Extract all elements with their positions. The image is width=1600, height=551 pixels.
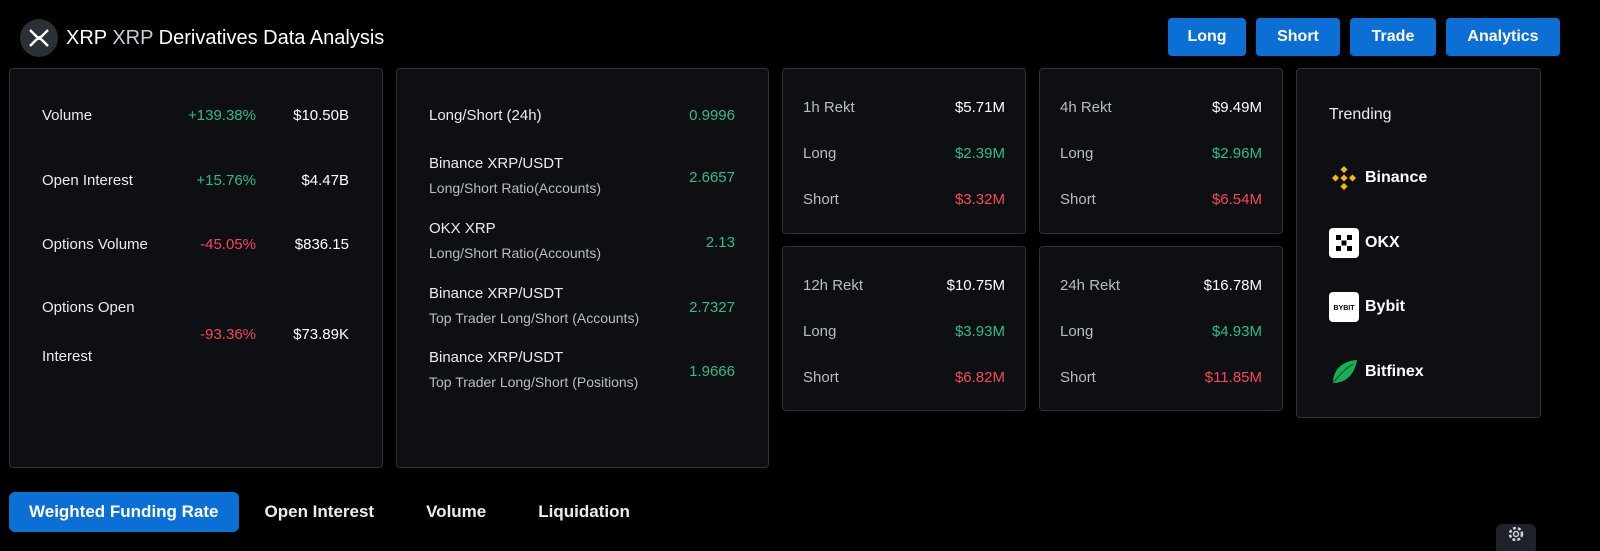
- tab-liquidation[interactable]: Liquidation: [538, 502, 630, 521]
- rekt-total: $9.49M: [1211, 99, 1262, 116]
- rekt-long-label: Long: [1060, 145, 1094, 162]
- rekt-total: $10.75M: [946, 277, 1005, 294]
- ratio-row: Long/Short (24h) 0.9996: [397, 104, 768, 126]
- overview-row-options-volume: Options Volume -45.05% $836.15: [10, 234, 382, 254]
- trending-card: Trending Binance: [1296, 68, 1541, 418]
- title-text: Derivatives Data Analysis: [158, 26, 385, 49]
- rekt-total: $16.78M: [1203, 277, 1262, 294]
- overview-row-open-interest: Open Interest +15.76% $4.47B: [10, 170, 382, 190]
- ratio-label: Binance XRP/USDT: [429, 285, 564, 302]
- overview-row-options-open-interest: Options Open Interest -93.36% $73.89K: [10, 294, 382, 374]
- ratio-row: Binance XRP/USDT Top Trader Long/Short (…: [397, 285, 768, 329]
- title-symbol: XRP: [66, 26, 107, 49]
- rekt-card-4h: 4h Rekt $9.49M Long $2.96M Short $6.54M: [1039, 68, 1283, 234]
- trending-item-bitfinex[interactable]: Bitfinex: [1329, 357, 1424, 387]
- rekt-short-label: Short: [803, 191, 839, 208]
- binance-icon: [1329, 163, 1359, 193]
- rekt-short-label: Short: [803, 369, 839, 386]
- rekt-period: 24h Rekt: [1060, 277, 1121, 294]
- rekt-card-12h: 12h Rekt $10.75M Long $3.93M Short $6.82…: [782, 246, 1026, 411]
- ratio-value: 2.7327: [689, 298, 735, 316]
- trending-item-okx[interactable]: OKX: [1329, 228, 1400, 258]
- rekt-period: 4h Rekt: [1060, 99, 1112, 116]
- overview-change: +15.76%: [196, 171, 256, 189]
- trending-title: Trending: [1329, 106, 1392, 123]
- tab-open-interest[interactable]: Open Interest: [264, 502, 375, 521]
- chart-tabs: Weighted Funding Rate Open Interest Volu…: [9, 492, 656, 532]
- ratio-row: OKX XRP Long/Short Ratio(Accounts) 2.13: [397, 220, 768, 264]
- overview-label-line2: Interest: [42, 348, 93, 365]
- ratio-value: 1.9666: [689, 362, 735, 380]
- overview-value: $4.47B: [301, 171, 349, 189]
- rekt-card-1h: 1h Rekt $5.71M Long $2.39M Short $3.32M: [782, 68, 1026, 234]
- ratio-sublabel: Long/Short Ratio(Accounts): [429, 245, 601, 261]
- ratio-value: 2.13: [705, 233, 735, 251]
- ratio-sublabel: Long/Short Ratio(Accounts): [429, 180, 601, 196]
- overview-row-volume: Volume +139.38% $10.50B: [10, 105, 382, 125]
- rekt-short-value: $6.54M: [1211, 191, 1262, 208]
- okx-icon: [1329, 228, 1359, 258]
- ratio-label: OKX XRP: [429, 220, 496, 237]
- overview-label: Volume: [42, 106, 93, 124]
- overview-value: $73.89K: [293, 325, 349, 343]
- settings-button[interactable]: [1496, 524, 1536, 551]
- ratio-label: Binance XRP/USDT: [429, 155, 564, 172]
- rekt-period: 1h Rekt: [803, 99, 855, 116]
- overview-change: -93.36%: [200, 325, 256, 343]
- rekt-long-value: $2.96M: [1211, 145, 1262, 162]
- ratio-sublabel: Top Trader Long/Short (Positions): [429, 374, 639, 390]
- page-title: XRP XRP Derivatives Data Analysis: [66, 27, 384, 50]
- bitfinex-icon: [1329, 357, 1359, 387]
- trending-item-bybit[interactable]: BYBIT Bybit: [1329, 292, 1405, 322]
- overview-card: Volume +139.38% $10.50B Open Interest +1…: [9, 68, 383, 468]
- trade-button[interactable]: Trade: [1350, 18, 1436, 56]
- rekt-long-label: Long: [803, 145, 837, 162]
- trending-item-label: Bitfinex: [1365, 363, 1424, 380]
- svg-text:BYBIT: BYBIT: [1334, 305, 1356, 312]
- ratio-label: Long/Short (24h): [429, 106, 542, 124]
- rekt-period: 12h Rekt: [803, 277, 864, 294]
- rekt-short-label: Short: [1060, 191, 1096, 208]
- overview-value: $836.15: [294, 235, 349, 253]
- tab-volume[interactable]: Volume: [426, 502, 487, 521]
- tab-weighted-funding-rate[interactable]: Weighted Funding Rate: [9, 492, 239, 532]
- long-button[interactable]: Long: [1168, 18, 1246, 56]
- rekt-short-label: Short: [1060, 369, 1096, 386]
- rekt-long-label: Long: [803, 323, 837, 340]
- ratio-label: Binance XRP/USDT: [429, 349, 564, 366]
- short-button[interactable]: Short: [1256, 18, 1340, 56]
- overview-change: +139.38%: [188, 106, 256, 124]
- rekt-long-value: $4.93M: [1211, 323, 1262, 340]
- overview-label: Options Open: [42, 299, 135, 316]
- trending-item-label: Binance: [1365, 169, 1428, 186]
- long-short-card: Long/Short (24h) 0.9996 Binance XRP/USDT…: [396, 68, 769, 468]
- ratio-value: 0.9996: [689, 106, 735, 124]
- title-symbol-secondary: XRP: [112, 26, 154, 49]
- trending-item-label: OKX: [1365, 234, 1400, 251]
- rekt-long-label: Long: [1060, 323, 1094, 340]
- rekt-short-value: $6.82M: [954, 369, 1005, 386]
- gear-icon: [1506, 524, 1526, 551]
- rekt-short-value: $3.32M: [954, 191, 1005, 208]
- ratio-row: Binance XRP/USDT Long/Short Ratio(Accoun…: [397, 155, 768, 199]
- rekt-long-value: $2.39M: [954, 145, 1005, 162]
- rekt-short-value: $11.85M: [1204, 369, 1262, 386]
- xrp-logo-icon: [20, 19, 58, 57]
- bybit-icon: BYBIT: [1329, 292, 1359, 322]
- ratio-row: Binance XRP/USDT Top Trader Long/Short (…: [397, 349, 768, 393]
- rekt-card-24h: 24h Rekt $16.78M Long $4.93M Short $11.8…: [1039, 246, 1283, 411]
- trending-item-binance[interactable]: Binance: [1329, 163, 1427, 193]
- top-nav: Long Short Trade Analytics: [1168, 18, 1560, 56]
- overview-value: $10.50B: [293, 106, 349, 124]
- overview-change: -45.05%: [200, 235, 256, 253]
- overview-label: Open Interest: [42, 171, 133, 189]
- trending-item-label: Bybit: [1365, 298, 1405, 315]
- overview-label: Options Volume: [42, 235, 148, 253]
- ratio-sublabel: Top Trader Long/Short (Accounts): [429, 310, 640, 326]
- analytics-button[interactable]: Analytics: [1446, 18, 1560, 56]
- page-header: XRP XRP Derivatives Data Analysis: [20, 18, 384, 58]
- ratio-value: 2.6657: [689, 168, 735, 186]
- rekt-total: $5.71M: [954, 99, 1005, 116]
- rekt-long-value: $3.93M: [954, 323, 1005, 340]
